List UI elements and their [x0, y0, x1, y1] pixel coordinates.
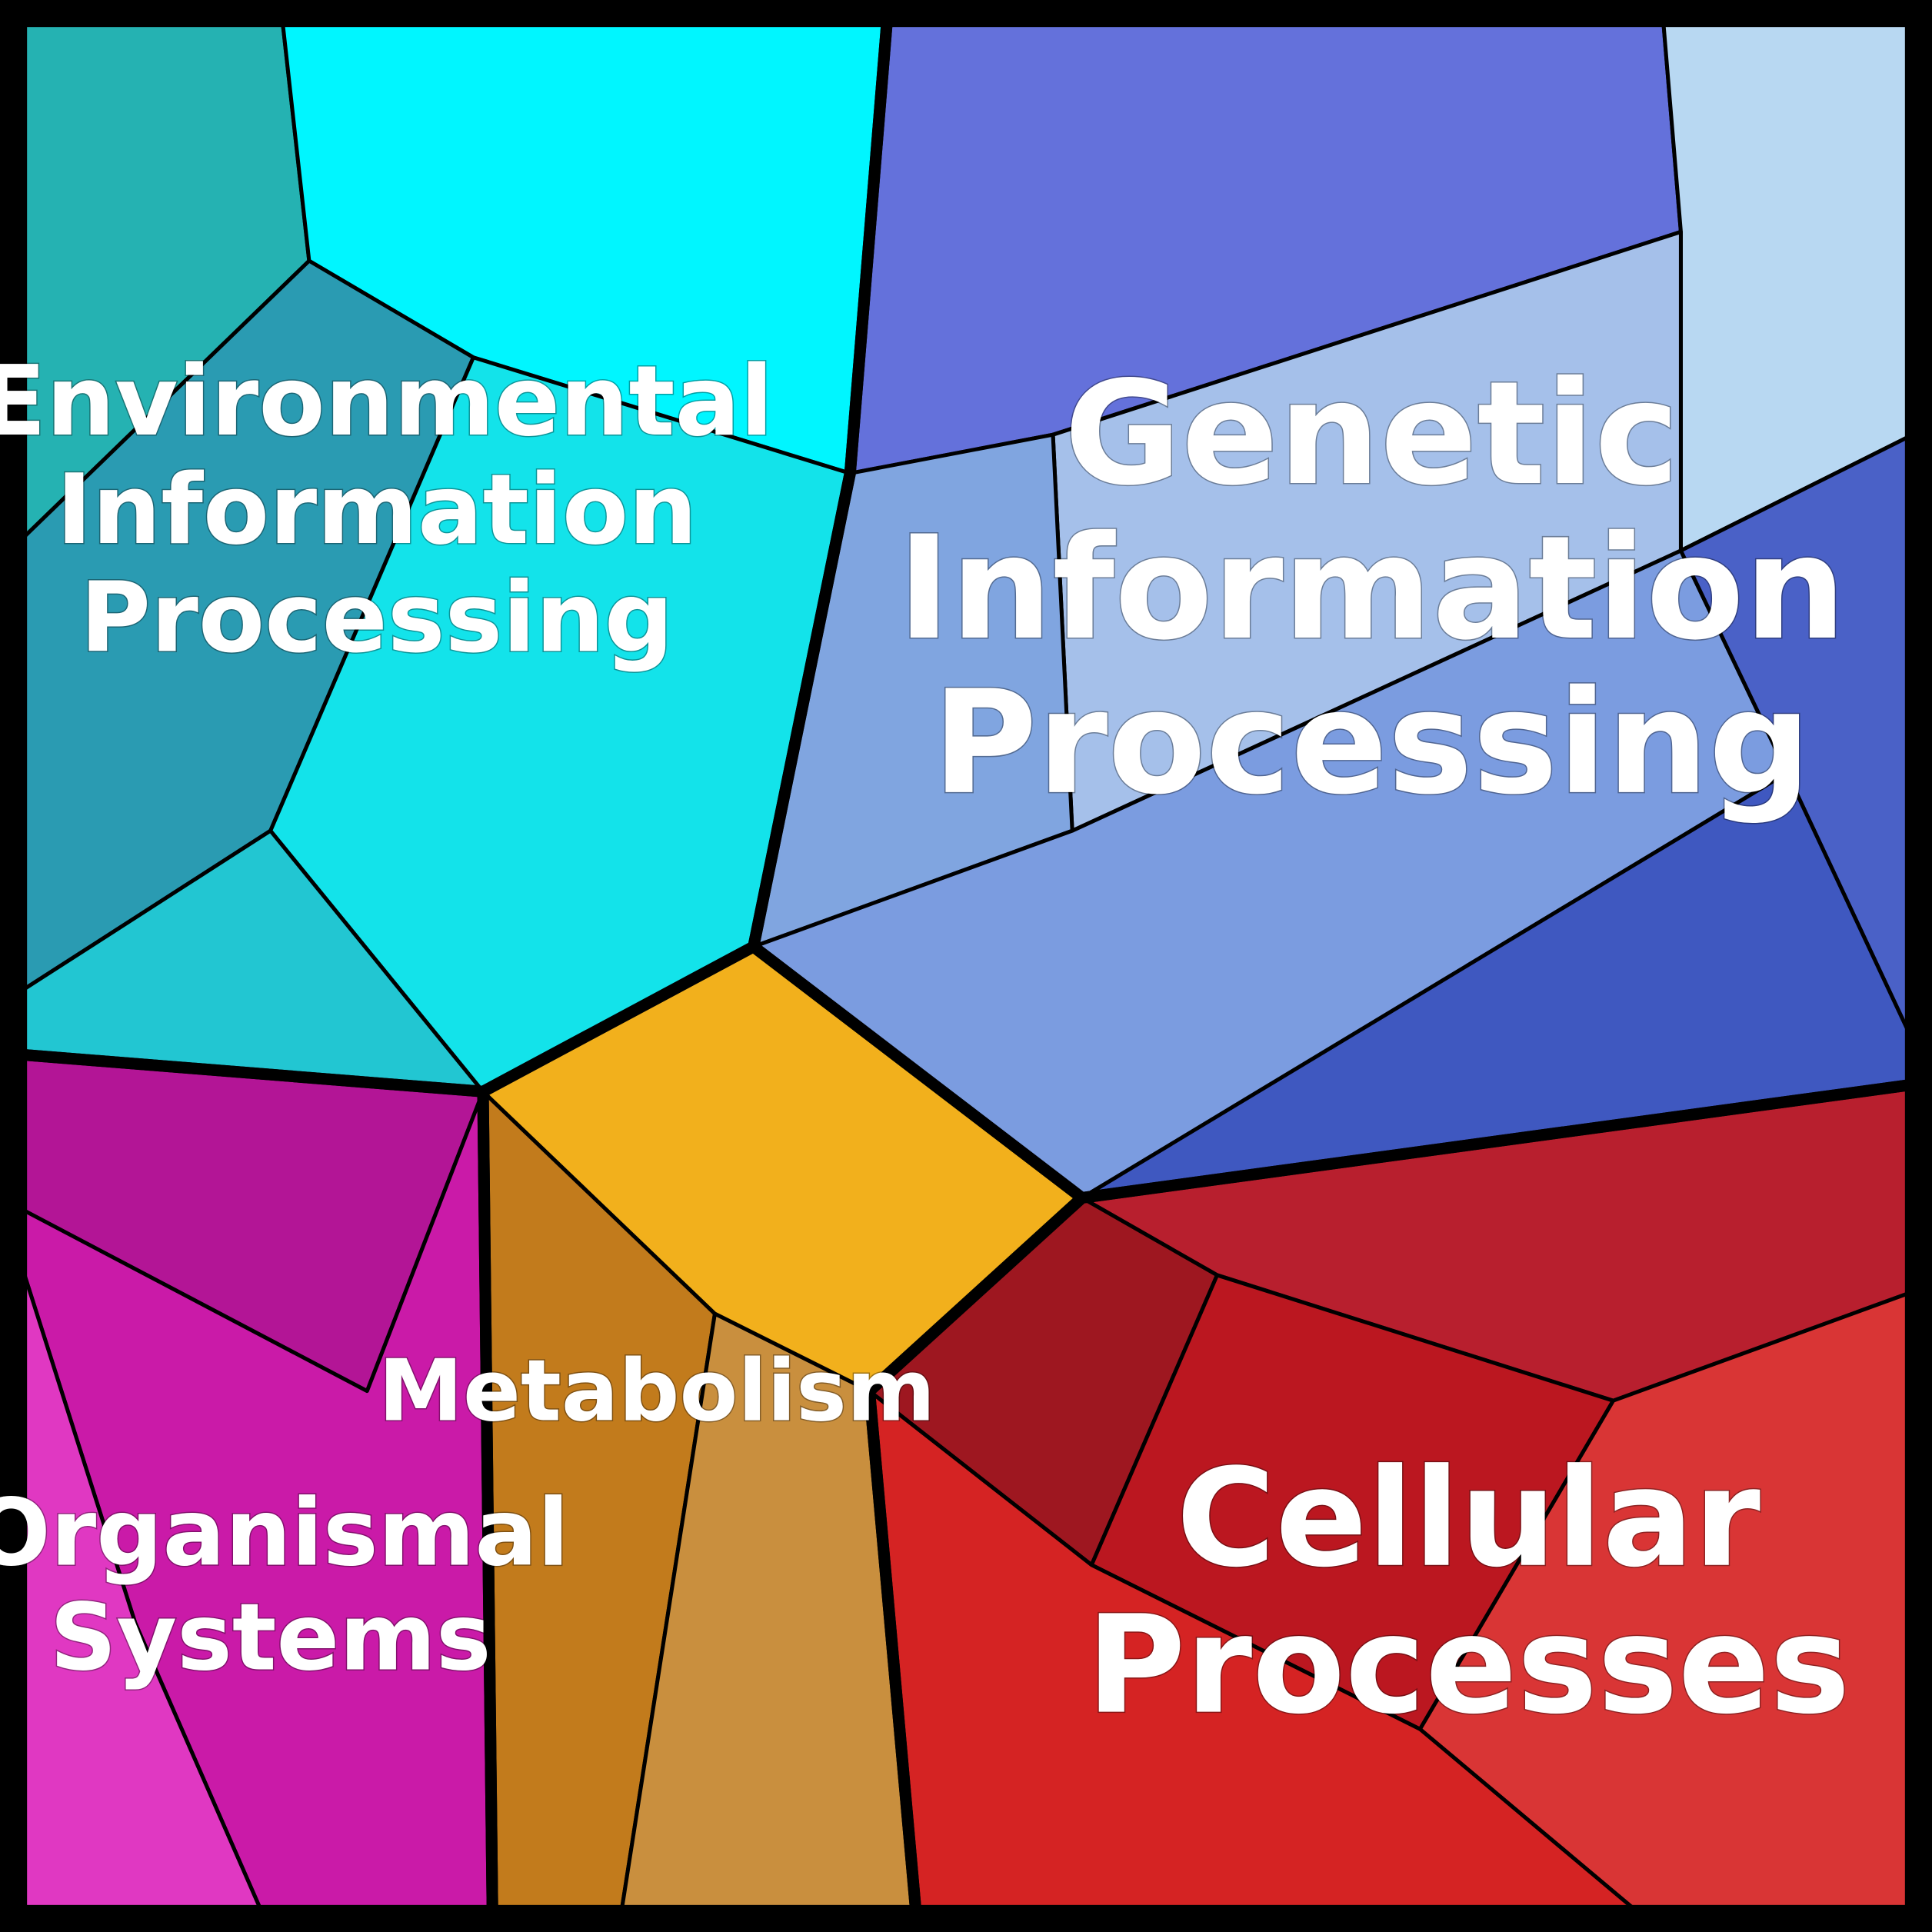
region-label-organismal: OrganismalSystems: [0, 1480, 569, 1692]
region-label-cellular: CellularProcesses: [1087, 1441, 1850, 1744]
voronoi-treemap: GeneticInformationProcessingEnvironmenta…: [0, 0, 1932, 1932]
region-label-environmental: EnvironmentalInformationProcessing: [0, 345, 773, 674]
region-label-metabolism: Metabolism: [378, 1341, 935, 1441]
